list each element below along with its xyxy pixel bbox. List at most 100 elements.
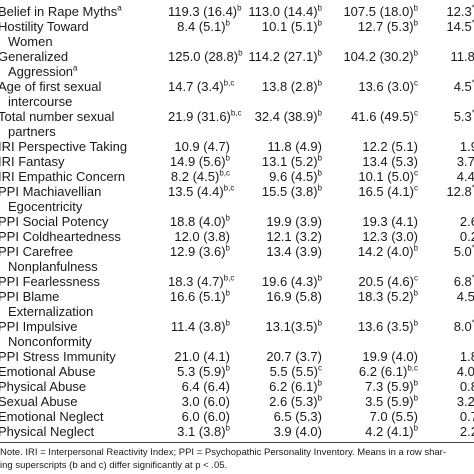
- cell-value: 15.5 (3.8): [261, 184, 318, 199]
- cell-superscript: b,c: [223, 273, 235, 283]
- group-1-cell: 21.9 (31.6)b,c: [168, 109, 242, 139]
- table-row: IRI Empathic Concern 8.2 (4.5)b,c 9.6 (4.5…: [0, 169, 474, 184]
- table-row: Belief in Rape Mythsa 119.3 (16.4)b 113.0 …: [0, 4, 474, 19]
- row-label-cell: Sexual Abuse: [0, 394, 168, 409]
- f-value-cell: 1.9: [418, 139, 474, 154]
- group-3-cell: 12.3 (3.0): [322, 229, 418, 244]
- row-label: IRI Fantasy: [0, 154, 65, 169]
- cell-value: 5.3: [453, 109, 472, 124]
- cell-value: 5.0: [453, 244, 472, 259]
- f-value-cell: 2.2: [418, 424, 474, 439]
- cell-superscript: b: [317, 393, 322, 403]
- group-3-cell: 3.5 (5.9)b: [322, 394, 418, 409]
- cell-superscript: b: [225, 243, 230, 253]
- cell-value: 14.5: [446, 19, 472, 34]
- group-2-cell: 13.8 (2.8)b: [230, 79, 322, 109]
- cell-value: 14.7 (3.4): [168, 79, 224, 94]
- table-row: Emotional Abuse 5.3 (5.9)b 5.5 (5.5)c 6.2 (…: [0, 364, 474, 379]
- cell-value: 10.9 (4.7): [174, 139, 230, 154]
- cell-superscript: b: [413, 288, 418, 298]
- row-label-cell: PPI Impulsive Nonconformity: [0, 319, 168, 349]
- group-3-cell: 12.7 (5.3)b: [322, 19, 418, 49]
- row-label: PPI Impulsive: [0, 319, 78, 334]
- cell-value: 3.1 (3.8): [177, 424, 226, 439]
- group-3-cell: 19.9 (4.0): [322, 349, 418, 364]
- f-value-cell: 4.5*: [418, 289, 474, 319]
- group-1-cell: 14.9 (5.6)b: [168, 154, 230, 169]
- cell-value: 13.1(3.5): [265, 319, 318, 334]
- row-label: PPI Blame: [0, 289, 60, 304]
- row-label-continuation: intercourse: [8, 94, 73, 109]
- group-1-cell: 18.8 (4.0)b: [168, 214, 230, 229]
- cell-value: 6.2 (6.1): [269, 379, 318, 394]
- table-row: PPI Social Potency 18.8 (4.0)b 19.9 (3.9) 1…: [0, 214, 474, 229]
- table-row: IRI Perspective Taking 10.9 (4.7) 11.8 (4.…: [0, 139, 474, 154]
- cell-value: 8.0: [453, 319, 472, 334]
- cell-superscript: **: [472, 109, 474, 118]
- group-2-cell: 5.5 (5.5)c: [230, 364, 322, 379]
- group-3-cell: 41.6 (49.5)c: [322, 109, 418, 139]
- cell-value: 4.0: [456, 364, 474, 379]
- cell-superscript: b: [413, 3, 418, 13]
- table-bottom-rule: [0, 442, 474, 443]
- cell-superscript: b: [317, 108, 322, 118]
- f-value-cell: 12.8**: [418, 184, 474, 214]
- cell-value: 3.2: [456, 394, 474, 409]
- group-1-cell: 18.3 (4.7)b,c: [168, 274, 234, 289]
- group-3-cell: 13.6 (3.0)c: [322, 79, 418, 109]
- row-label: PPI Carefree: [0, 244, 74, 259]
- cell-value: 21.9 (31.6): [168, 109, 231, 124]
- f-value-cell: 1.8: [418, 349, 474, 364]
- group-2-cell: 12.1 (3.2): [230, 229, 322, 244]
- row-label-cell: PPI Fearlessness: [0, 274, 168, 289]
- group-2-cell: 13.1 (5.2)b: [230, 154, 322, 169]
- cell-superscript: b,c: [223, 183, 235, 193]
- group-1-cell: 3.0 (6.0): [168, 394, 230, 409]
- cell-value: 119.3 (16.4): [168, 4, 238, 19]
- row-label: IRI Empathic Concern: [0, 169, 126, 184]
- cell-superscript: b: [413, 423, 418, 433]
- cell-value: 13.6 (3.5): [357, 319, 414, 334]
- cell-superscript: b,c: [223, 78, 235, 88]
- cell-superscript: b: [317, 153, 322, 163]
- cell-value: 19.3 (4.1): [362, 214, 418, 229]
- group-2-cell: 16.9 (5.8): [230, 289, 322, 319]
- f-value-cell: 5.0**: [418, 244, 474, 274]
- f-value-cell: 6.8**: [418, 274, 474, 289]
- cell-value: 4.2 (4.1): [365, 424, 414, 439]
- group-2-cell: 20.7 (3.7): [230, 349, 322, 364]
- group-3-cell: 7.3 (5.9)b: [322, 379, 418, 394]
- row-label-cell: IRI Empathic Concern: [0, 169, 168, 184]
- table-row: PPI Impulsive Nonconformity 11.4 (3.8)b 13.…: [0, 319, 474, 349]
- cell-value: 14.9 (5.6): [169, 154, 226, 169]
- f-value-cell: 5.3**: [418, 109, 474, 139]
- row-label: PPI Fearlessness: [0, 274, 100, 289]
- group-3-cell: 19.3 (4.1): [322, 214, 418, 229]
- cell-value: 107.5 (18.0): [343, 4, 414, 19]
- cell-superscript: b: [225, 213, 230, 223]
- f-value-cell: 0.7: [418, 409, 474, 424]
- cell-value: 12.7 (5.3): [357, 19, 414, 34]
- cell-superscript: b: [237, 3, 242, 13]
- cell-value: 13.1 (5.2): [261, 154, 318, 169]
- cell-value: 41.6 (49.5): [351, 109, 414, 124]
- table-row: PPI Fearlessness 18.3 (4.7)b,c 19.6 (4.3)b…: [0, 274, 474, 289]
- row-label-cell: Emotional Neglect: [0, 409, 168, 424]
- group-2-cell: 6.5 (5.3): [230, 409, 322, 424]
- group-2-cell: 13.4 (3.9): [230, 244, 322, 274]
- cell-superscript: b: [317, 378, 322, 388]
- cell-superscript: b: [225, 423, 230, 433]
- cell-superscript: **: [472, 79, 474, 88]
- group-1-cell: 3.1 (3.8)b: [168, 424, 230, 439]
- table-row: Age of first sexual intercourse 14.7 (3.4)…: [0, 79, 474, 109]
- cell-value: 113.0 (14.4): [248, 4, 318, 19]
- group-3-cell: 10.1 (5.0)c: [322, 169, 418, 184]
- table-row: Emotional Neglect 6.0 (6.0) 6.5 (5.3) 7.0 (…: [0, 409, 474, 424]
- cell-value: 104.2 (30.2): [343, 49, 414, 64]
- table-row: PPI Carefree Nonplanfulness 12.9 (3.6)b 13.…: [0, 244, 474, 274]
- f-value-cell: 14.5**: [418, 19, 474, 49]
- group-1-cell: 16.6 (5.1)b: [168, 289, 230, 319]
- cell-superscript: b: [317, 273, 322, 283]
- row-label: Physical Abuse: [0, 379, 87, 394]
- cell-value: 16.6 (5.1): [169, 289, 226, 304]
